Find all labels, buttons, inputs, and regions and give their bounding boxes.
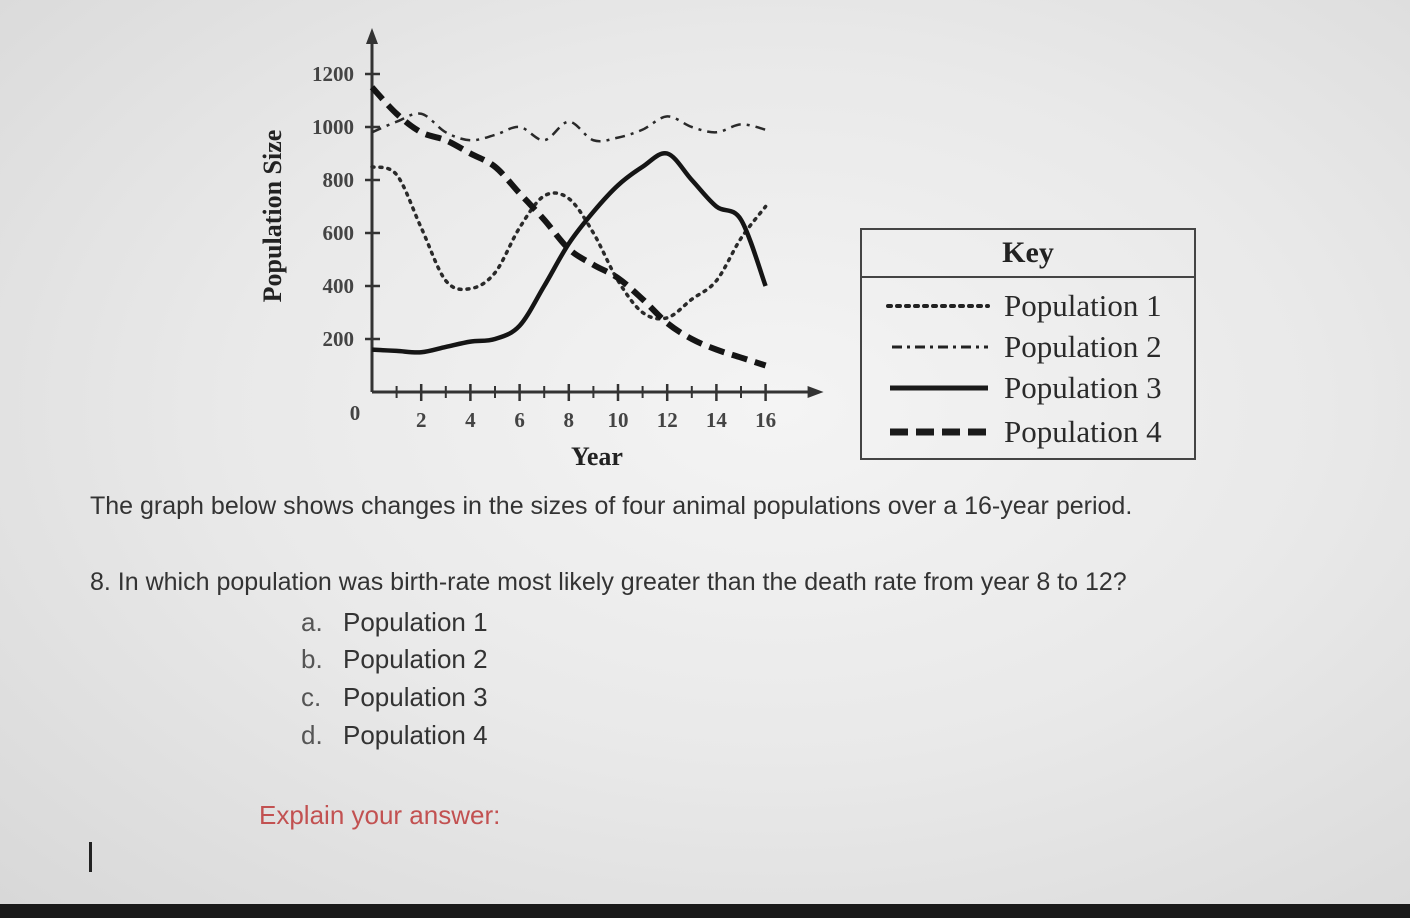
y-tick-label: 200 <box>323 327 355 351</box>
option-letter: d. <box>301 720 323 750</box>
x-tick-label: 12 <box>657 408 678 432</box>
dash-dot-line-swatch <box>892 345 988 349</box>
y-axis-title: Population Size <box>258 130 287 303</box>
legend-item-population-3: Population 3 <box>862 368 1194 408</box>
y-tick-label: 1200 <box>312 62 354 86</box>
series-line-population-2 <box>371 112 766 143</box>
option-text: Population 3 <box>343 682 488 712</box>
y-tick-label: 400 <box>323 274 355 298</box>
dotted-line-swatch <box>886 304 990 308</box>
legend-item-population-2: Population 2 <box>862 327 1194 367</box>
option-letter: b. <box>301 644 323 674</box>
option-text: Population 1 <box>343 607 488 637</box>
y-tick-label: 600 <box>323 221 355 245</box>
x-tick-label: 14 <box>706 408 728 432</box>
option-text: Population 4 <box>343 720 488 750</box>
monitor-bezel <box>0 904 1410 918</box>
x-tick-label: 6 <box>514 408 525 432</box>
chart-series <box>369 85 768 369</box>
y-tick-label: 800 <box>323 168 355 192</box>
series-line-population-4 <box>369 85 767 369</box>
y-axis-arrow <box>366 28 378 44</box>
x-tick-label: 2 <box>416 408 427 432</box>
dashed-line-swatch <box>890 428 988 436</box>
legend-label: Population 3 <box>1004 370 1162 405</box>
explain-answer-prompt[interactable]: Explain your answer: <box>259 800 501 830</box>
option-letter: c. <box>301 682 322 712</box>
legend-label: Population 2 <box>1004 329 1162 364</box>
option-c[interactable]: c. Population 3 <box>301 682 488 713</box>
option-text: Population 2 <box>343 644 488 674</box>
x-axis-title: Year <box>571 442 623 471</box>
legend-item-population-1: Population 1 <box>862 286 1194 326</box>
legend-label: Population 1 <box>1004 288 1162 323</box>
text-cursor[interactable] <box>89 842 92 872</box>
x-axis-arrow <box>807 386 824 398</box>
legend-label: Population 4 <box>1004 414 1162 449</box>
option-letter: a. <box>301 607 323 637</box>
chart-ticks: 200 400 600 800 1000 1200 2 4 6 8 10 12 14 16 0 <box>312 62 776 432</box>
question-text: 8. In which population was birth-rate mo… <box>90 568 1127 596</box>
intro-text: The graph below shows changes in the siz… <box>90 492 1133 520</box>
option-d[interactable]: d. Population 4 <box>301 720 488 751</box>
y-tick-label: 1000 <box>312 115 354 139</box>
option-a[interactable]: a. Population 1 <box>301 607 488 638</box>
x-tick-label: 4 <box>465 408 476 432</box>
series-line-population-3 <box>371 150 768 355</box>
legend-item-population-4: Population 4 <box>862 412 1194 452</box>
chart-legend: Key Population 1 Population 2 Population… <box>860 228 1196 460</box>
series-line-population-1 <box>370 165 768 321</box>
x-tick-label: 8 <box>564 408 575 432</box>
x-tick-label: 16 <box>755 408 776 432</box>
option-b[interactable]: b. Population 2 <box>301 644 488 675</box>
x-tick-label: 10 <box>608 408 629 432</box>
solid-line-swatch <box>890 385 988 391</box>
legend-title: Key <box>862 230 1194 278</box>
origin-label: 0 <box>350 401 361 425</box>
